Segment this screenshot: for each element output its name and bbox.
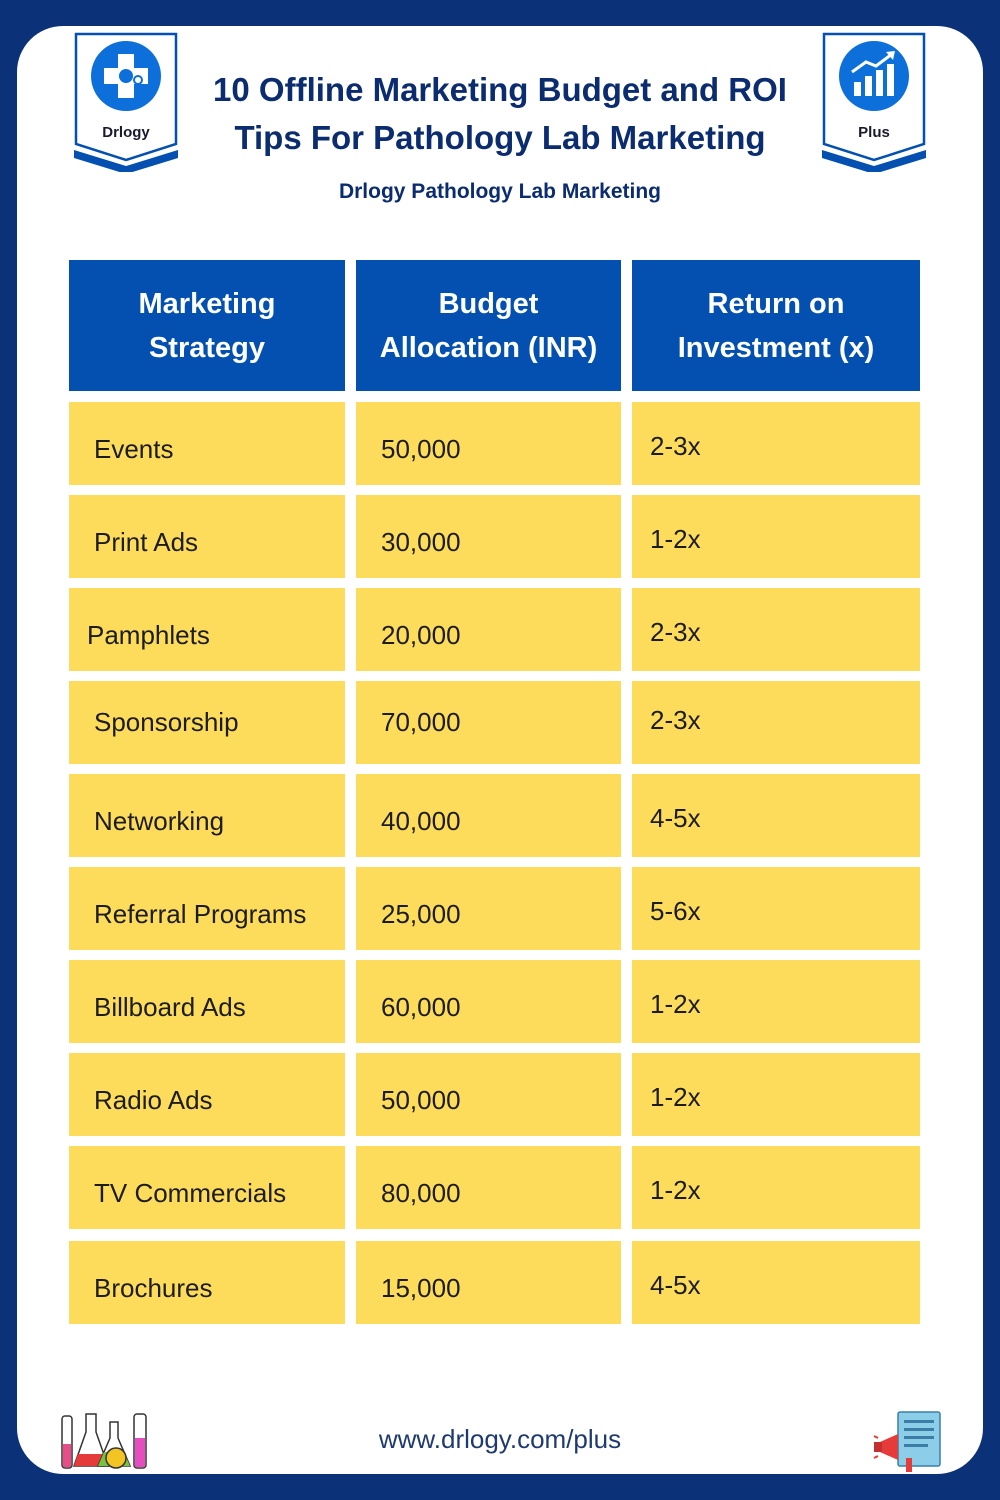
budget-cell: 70,000 [356,681,621,764]
budget-cell: 50,000 [356,1053,621,1136]
budget-cell: 25,000 [356,867,621,950]
budget-cell: 80,000 [356,1146,621,1229]
strategy-cell: Billboard Ads [94,992,246,1022]
budget-cell: 30,000 [356,495,621,578]
growth-chart-icon [822,32,926,172]
strategy-cell: Brochures [94,1273,213,1303]
right-badge-label: Plus [858,124,890,141]
roi-cell: 5-6x [632,867,920,950]
table-row: Sponsorship [69,681,345,764]
title-line-1: 10 Offline Marketing Budget and ROI [213,71,787,108]
drlogy-logo-icon [74,32,178,172]
table-row: TV Commercials [69,1146,345,1229]
budget-cell: 40,000 [356,774,621,857]
title-line-2: Tips For Pathology Lab Marketing [234,119,766,156]
megaphone-document-icon [872,1408,946,1479]
footer-url-link[interactable]: www.drlogy.com/plus [378,1424,622,1454]
left-badge-label: Drlogy [102,124,150,141]
budget-cell: 15,000 [356,1241,621,1324]
page-subtitle: Drlogy Pathology Lab Marketing [338,180,662,203]
roi-cell: 4-5x [632,774,920,857]
drlogy-badge: Drlogy [74,32,178,172]
page-title: 10 Offline Marketing Budget and ROI Tips… [190,66,810,162]
table-row: Pamphlets [69,588,345,671]
table-row: Referral Programs [69,867,345,950]
budget-cell: 60,000 [356,960,621,1043]
roi-cell: 1-2x [632,1146,920,1229]
strategy-cell: Referral Programs [94,899,307,929]
table-row: Brochures [69,1241,345,1324]
strategy-cell: Print Ads [94,527,199,557]
budget-cell: 20,000 [356,588,621,671]
roi-cell: 2-3x [632,588,920,671]
roi-cell: 4-5x [632,1241,920,1324]
strategy-cell: Radio Ads [94,1085,213,1115]
strategy-cell: Networking [94,806,225,836]
plus-badge: Plus [822,32,926,172]
roi-cell: 1-2x [632,960,920,1043]
roi-cell: 2-3x [632,402,920,485]
budget-cell: 50,000 [356,402,621,485]
table-row: Radio Ads [69,1053,345,1136]
table-row: Print Ads [69,495,345,578]
header-cell-strategy: Marketing Strategy [69,260,345,391]
strategy-cell: TV Commercials [94,1178,287,1208]
header-cell-budget: Budget Allocation (INR) [356,260,621,391]
table-row: Networking [69,774,345,857]
roi-cell: 1-2x [632,1053,920,1136]
roi-cell: 2-3x [632,681,920,764]
lab-flasks-icon [58,1408,152,1477]
strategy-cell: Pamphlets [87,620,210,650]
roi-cell: 1-2x [632,495,920,578]
table-row: Billboard Ads [69,960,345,1043]
strategy-cell: Sponsorship [94,707,239,737]
header-cell-roi: Return on Investment (x) [632,260,920,391]
strategy-cell: Events [94,434,174,464]
table-row: Events [69,402,345,485]
